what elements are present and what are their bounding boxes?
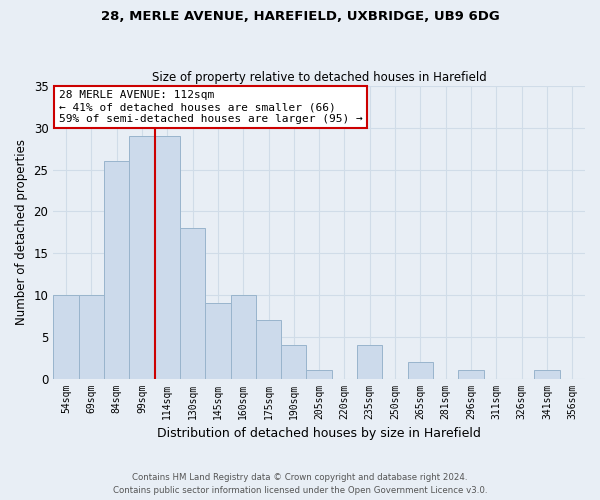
Bar (281, 345, 307, 378)
Bar (307, 370, 332, 378)
Y-axis label: Number of detached properties: Number of detached properties (15, 140, 28, 326)
Bar (155, 136, 180, 378)
Bar (230, 295, 256, 378)
Bar (79, 295, 104, 378)
X-axis label: Distribution of detached houses by size in Harefield: Distribution of detached houses by size … (157, 427, 481, 440)
Bar (104, 162, 129, 378)
Text: 28, MERLE AVENUE, HAREFIELD, UXBRIDGE, UB9 6DG: 28, MERLE AVENUE, HAREFIELD, UXBRIDGE, U… (101, 10, 499, 23)
Bar (205, 304, 230, 378)
Bar (357, 345, 382, 378)
Bar (180, 228, 205, 378)
Bar (53, 295, 79, 378)
Bar (408, 362, 433, 378)
Text: Contains HM Land Registry data © Crown copyright and database right 2024.
Contai: Contains HM Land Registry data © Crown c… (113, 474, 487, 495)
Text: 28 MERLE AVENUE: 112sqm
← 41% of detached houses are smaller (66)
59% of semi-de: 28 MERLE AVENUE: 112sqm ← 41% of detache… (59, 90, 362, 124)
Bar (458, 370, 484, 378)
Bar (256, 320, 281, 378)
Title: Size of property relative to detached houses in Harefield: Size of property relative to detached ho… (152, 70, 487, 84)
Bar (535, 370, 560, 378)
Bar (129, 136, 155, 378)
